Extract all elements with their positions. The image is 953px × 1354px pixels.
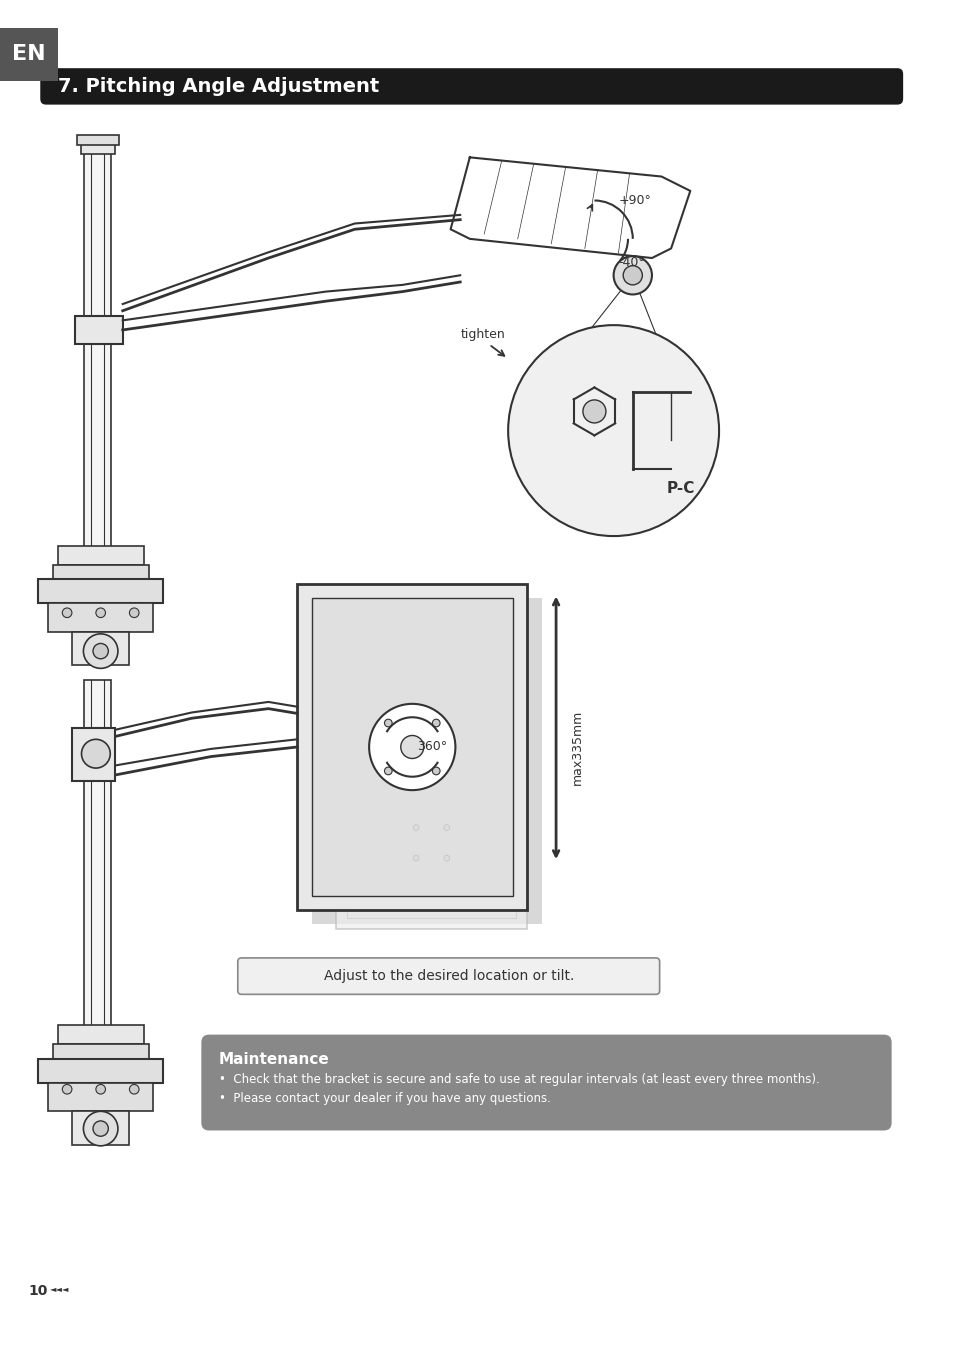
Circle shape xyxy=(384,719,392,727)
Circle shape xyxy=(92,1121,109,1136)
Bar xyxy=(335,757,527,929)
Bar xyxy=(84,680,112,1034)
Circle shape xyxy=(130,608,139,617)
Bar xyxy=(84,144,112,555)
Bar xyxy=(52,565,149,580)
Circle shape xyxy=(95,608,106,617)
Text: P-C: P-C xyxy=(665,481,694,496)
FancyBboxPatch shape xyxy=(40,68,902,104)
Bar xyxy=(48,603,153,632)
Circle shape xyxy=(622,265,641,284)
Bar xyxy=(347,768,516,918)
Text: -40°: -40° xyxy=(618,256,644,269)
Bar xyxy=(48,1083,153,1112)
Bar xyxy=(297,584,527,910)
Bar xyxy=(71,632,130,666)
Text: +90°: +90° xyxy=(618,194,651,207)
Text: max335mm: max335mm xyxy=(570,709,583,784)
Bar xyxy=(0,28,57,81)
Text: tighten: tighten xyxy=(459,328,504,341)
Bar xyxy=(80,141,115,154)
Text: ◄◄◄: ◄◄◄ xyxy=(50,1284,70,1293)
Text: 10: 10 xyxy=(29,1284,48,1298)
Bar xyxy=(312,598,513,895)
Circle shape xyxy=(508,325,719,536)
Bar xyxy=(74,315,123,344)
Circle shape xyxy=(369,704,455,791)
Circle shape xyxy=(384,768,392,774)
Text: 7. Pitching Angle Adjustment: 7. Pitching Angle Adjustment xyxy=(57,77,378,96)
FancyBboxPatch shape xyxy=(201,1034,891,1131)
Text: Adjust to the desired location or tilt.: Adjust to the desired location or tilt. xyxy=(323,969,574,983)
Circle shape xyxy=(404,816,457,869)
Text: Maintenance: Maintenance xyxy=(218,1052,329,1067)
Text: 360°: 360° xyxy=(416,741,447,753)
Circle shape xyxy=(400,735,423,758)
Text: EN: EN xyxy=(12,43,46,64)
Circle shape xyxy=(81,739,111,768)
Text: •  Please contact your dealer if you have any questions.: • Please contact your dealer if you have… xyxy=(218,1093,550,1105)
Bar xyxy=(38,580,163,603)
Text: •  Check that the bracket is secure and safe to use at regular intervals (at lea: • Check that the bracket is secure and s… xyxy=(218,1072,819,1086)
Circle shape xyxy=(130,1085,139,1094)
Circle shape xyxy=(413,825,418,830)
Circle shape xyxy=(95,1085,106,1094)
Bar xyxy=(71,1112,130,1145)
Circle shape xyxy=(83,634,118,669)
Circle shape xyxy=(413,856,418,861)
Circle shape xyxy=(83,1112,118,1145)
Circle shape xyxy=(443,825,449,830)
Circle shape xyxy=(582,399,605,422)
Bar xyxy=(57,1025,144,1044)
FancyBboxPatch shape xyxy=(237,957,659,994)
Bar xyxy=(57,546,144,565)
Circle shape xyxy=(62,608,71,617)
Circle shape xyxy=(432,768,439,774)
Bar xyxy=(312,598,541,925)
Bar xyxy=(76,135,119,145)
Circle shape xyxy=(613,256,651,294)
Bar xyxy=(52,1044,149,1059)
Circle shape xyxy=(443,856,449,861)
Circle shape xyxy=(432,719,439,727)
Circle shape xyxy=(62,1085,71,1094)
Bar xyxy=(38,1059,163,1083)
Bar xyxy=(71,728,115,780)
Circle shape xyxy=(92,643,109,659)
